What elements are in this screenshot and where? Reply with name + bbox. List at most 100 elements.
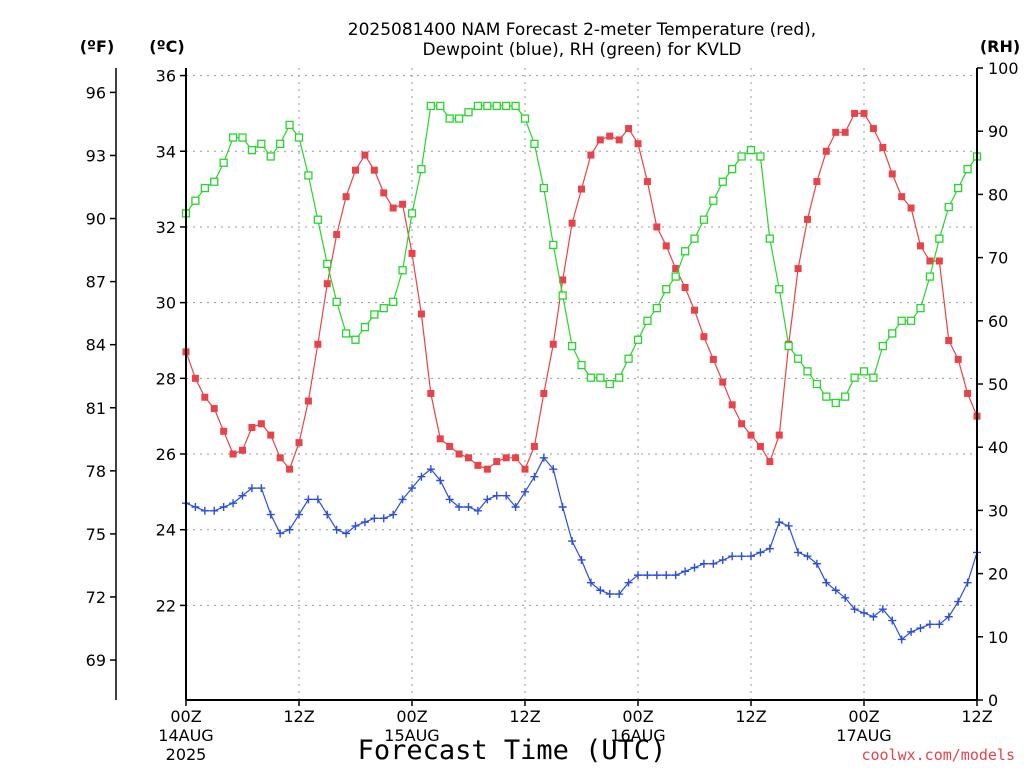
dewpoint-point <box>860 608 868 617</box>
dewpoint-point <box>878 605 887 614</box>
temperature-point <box>822 147 830 155</box>
rh-point <box>323 259 332 269</box>
temperature-point <box>728 401 736 409</box>
rh-point <box>822 392 831 401</box>
rh-point <box>530 139 539 148</box>
dewpoint-point <box>822 578 831 587</box>
dewpoint-point <box>643 571 652 580</box>
rh-point <box>313 215 322 224</box>
rh-point <box>285 120 294 130</box>
tick-label-f: 90 <box>86 210 106 229</box>
rh-point <box>483 101 492 111</box>
dewpoint-point <box>765 544 774 553</box>
temperature-point <box>945 336 953 344</box>
rh-point <box>445 114 454 123</box>
rh-point <box>737 152 746 161</box>
unit-label-rh: (RH) <box>980 37 1020 56</box>
temperature-point <box>201 393 209 401</box>
dewpoint-point <box>888 616 897 625</box>
temperature-point <box>314 340 322 348</box>
rh-point <box>652 304 661 313</box>
dewpoint-point <box>191 502 200 511</box>
temperature-point <box>926 257 934 265</box>
tick-label-c: 34 <box>156 142 176 161</box>
rh-point <box>276 139 285 148</box>
dewpoint-point <box>549 465 558 474</box>
rh-point <box>586 373 596 382</box>
dewpoint-point <box>775 518 784 527</box>
dewpoint-point <box>794 548 803 557</box>
temperature-point <box>709 355 717 363</box>
axes: 22 24 26 28 30 32 34 36 69 72 75 78 81 84 87 90 93 96 0 10 2… <box>86 59 1019 764</box>
tick-label-c: 28 <box>156 369 176 388</box>
tick-label-f: 96 <box>86 83 106 102</box>
tick-label-x-date: 15AUG <box>384 726 439 745</box>
rh-point <box>200 183 209 193</box>
temperature-point <box>408 249 416 257</box>
dewpoint-point <box>210 506 219 515</box>
rh-point <box>370 310 379 319</box>
temperature-point <box>653 223 661 231</box>
dewpoint-point <box>869 612 878 621</box>
tick-label-x: 12Z <box>509 707 540 726</box>
rh-point <box>539 183 548 193</box>
dewpoint-point <box>690 563 699 572</box>
temperature-point <box>879 143 887 151</box>
dewpoint-point <box>925 620 934 629</box>
temperature-point <box>869 125 877 133</box>
dewpoint-point <box>492 491 501 500</box>
temperature-point <box>333 231 341 239</box>
rh-point <box>746 146 756 155</box>
rh-point <box>925 272 935 281</box>
dewpoint-point <box>756 548 765 557</box>
temperature-point <box>898 193 906 201</box>
rh-point <box>954 183 963 193</box>
dewpoint-point <box>332 525 341 534</box>
dewpoint-point <box>728 552 737 561</box>
temperature-point <box>672 265 680 273</box>
rh-point <box>473 101 483 111</box>
dewpoint-point <box>408 484 416 493</box>
temperature-point <box>530 442 538 450</box>
dewpoint-point <box>916 624 925 633</box>
temperature-point <box>352 166 359 174</box>
temperature-point <box>455 450 463 458</box>
rh-point <box>219 158 228 167</box>
rh-point <box>671 272 680 281</box>
rh-point <box>793 354 803 363</box>
temperature-point <box>643 178 651 186</box>
dewpoint-point <box>831 586 840 595</box>
temperature-point <box>342 193 350 201</box>
unit-label-celsius: (ºC) <box>149 37 184 56</box>
tick-label-x: 00Z <box>396 707 427 726</box>
dewpoint-point <box>238 491 247 500</box>
dewpoint-point <box>379 514 388 523</box>
dewpoint-point <box>897 635 906 644</box>
rh-point <box>332 297 341 306</box>
dewpoint-point <box>935 620 944 629</box>
temperature-point <box>719 378 727 386</box>
dewpoint-point <box>304 495 313 504</box>
temperature-point <box>474 461 482 469</box>
rh-point <box>935 234 944 243</box>
temperature-point <box>700 333 708 341</box>
temperature-point <box>267 431 275 439</box>
rh-point <box>859 367 869 376</box>
tick-label-f: 84 <box>86 336 106 355</box>
dewpoint-point <box>907 627 916 636</box>
dewpoint-point <box>464 502 473 511</box>
dewpoint-point <box>747 552 755 561</box>
temperature-point <box>606 132 614 140</box>
temperature-point <box>446 442 454 450</box>
rh-point <box>351 335 360 344</box>
rh-point <box>878 341 887 351</box>
tick-label-f: 78 <box>86 462 106 481</box>
dewpoint-point <box>530 472 539 481</box>
dewpoint-point <box>436 476 445 485</box>
temperature-point <box>756 442 764 450</box>
rh-point <box>709 196 718 205</box>
dewpoint-point <box>737 552 746 561</box>
temperature-point <box>295 439 303 447</box>
temperature-point <box>323 280 331 288</box>
temperature-point <box>380 189 388 197</box>
